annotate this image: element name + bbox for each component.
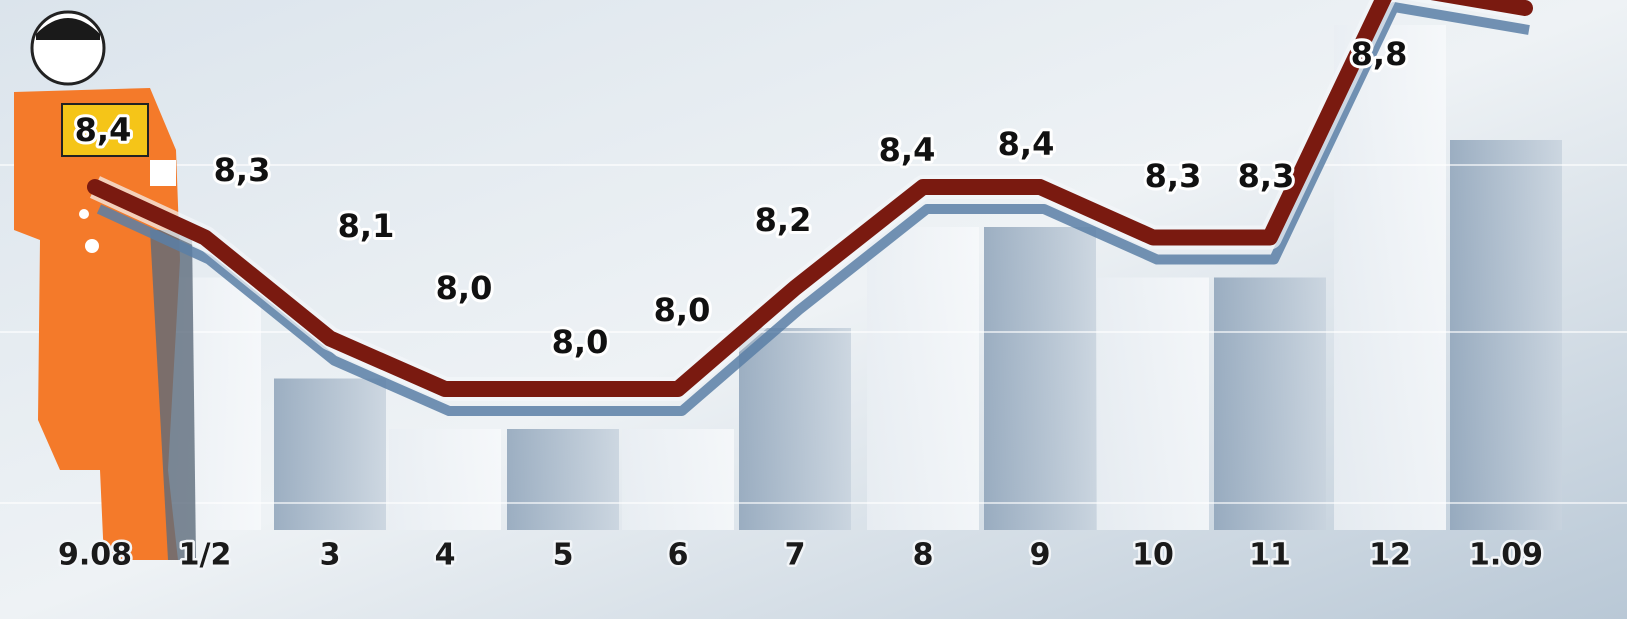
data-point [793,286,797,290]
x-tick-label: 11 [1249,538,1291,573]
gridline-group [0,164,1627,504]
data-label: 8,1 [338,207,395,245]
column-band [984,227,1096,530]
column-band [1450,140,1562,530]
series-lines [87,0,1533,416]
data-point [1151,235,1155,240]
data-label: 8,8 [1351,35,1408,73]
x-tick-label: 1/2 [179,538,232,573]
figure-hair [36,18,100,40]
x-tick-label: 5 [553,538,574,573]
x-tick-label: 12 [1369,538,1411,573]
x-tick-label: 10 [1132,538,1174,573]
x-tick-label: 9 [1030,538,1051,573]
data-label: 8,0 [654,291,711,329]
data-point [443,387,447,391]
x-tick-group: 9.08 1/2 3 4 5 6 7 8 9 10 11 12 1.09 [55,535,1545,575]
column-band-group [149,25,1562,530]
x-tick-label: 6 [668,538,689,573]
x-tick-label: 3 [320,538,341,573]
data-label: 8,3 [1238,157,1295,195]
column-band [867,227,979,530]
column-band [622,429,734,530]
x-tick-label: 8 [913,538,934,573]
figure-button [85,239,99,253]
data-label: 8,4 [879,131,936,169]
data-point [1038,185,1042,189]
data-point [921,185,925,189]
data-label: 8,3 [214,151,271,189]
x-tick-label: 9.08 [58,538,132,573]
series-line-shadow [96,2,1530,416]
data-label-group: 8,4 8,3 8,1 8,0 8,0 8,0 8,2 8,4 8,4 8,3 8,3 8,8 [72,32,1411,364]
figure-shadow [150,230,196,560]
data-point [93,185,97,189]
data-label: 8,4 [75,111,132,149]
data-label: 8,4 [998,125,1055,163]
column-band [739,328,851,530]
figure-hand [150,160,176,186]
column-band [507,429,619,530]
data-label: 8,0 [436,269,493,307]
figure-button [79,209,89,219]
data-point [203,235,207,240]
data-point [676,387,680,391]
column-band [1334,25,1446,530]
data-point [328,336,332,341]
data-label: 8,3 [1145,157,1202,195]
column-band [274,378,386,530]
data-point [561,387,565,391]
data-point [1268,235,1272,240]
x-tick-label: 4 [435,538,456,573]
data-label: 8,2 [755,201,812,239]
column-band [389,429,501,530]
data-label: 8,0 [552,323,609,361]
column-band [1214,277,1326,530]
x-tick-label: 1.09 [1469,538,1543,573]
column-band [1097,277,1209,530]
highlight-box [61,103,149,157]
x-tick-label: 7 [785,538,806,573]
